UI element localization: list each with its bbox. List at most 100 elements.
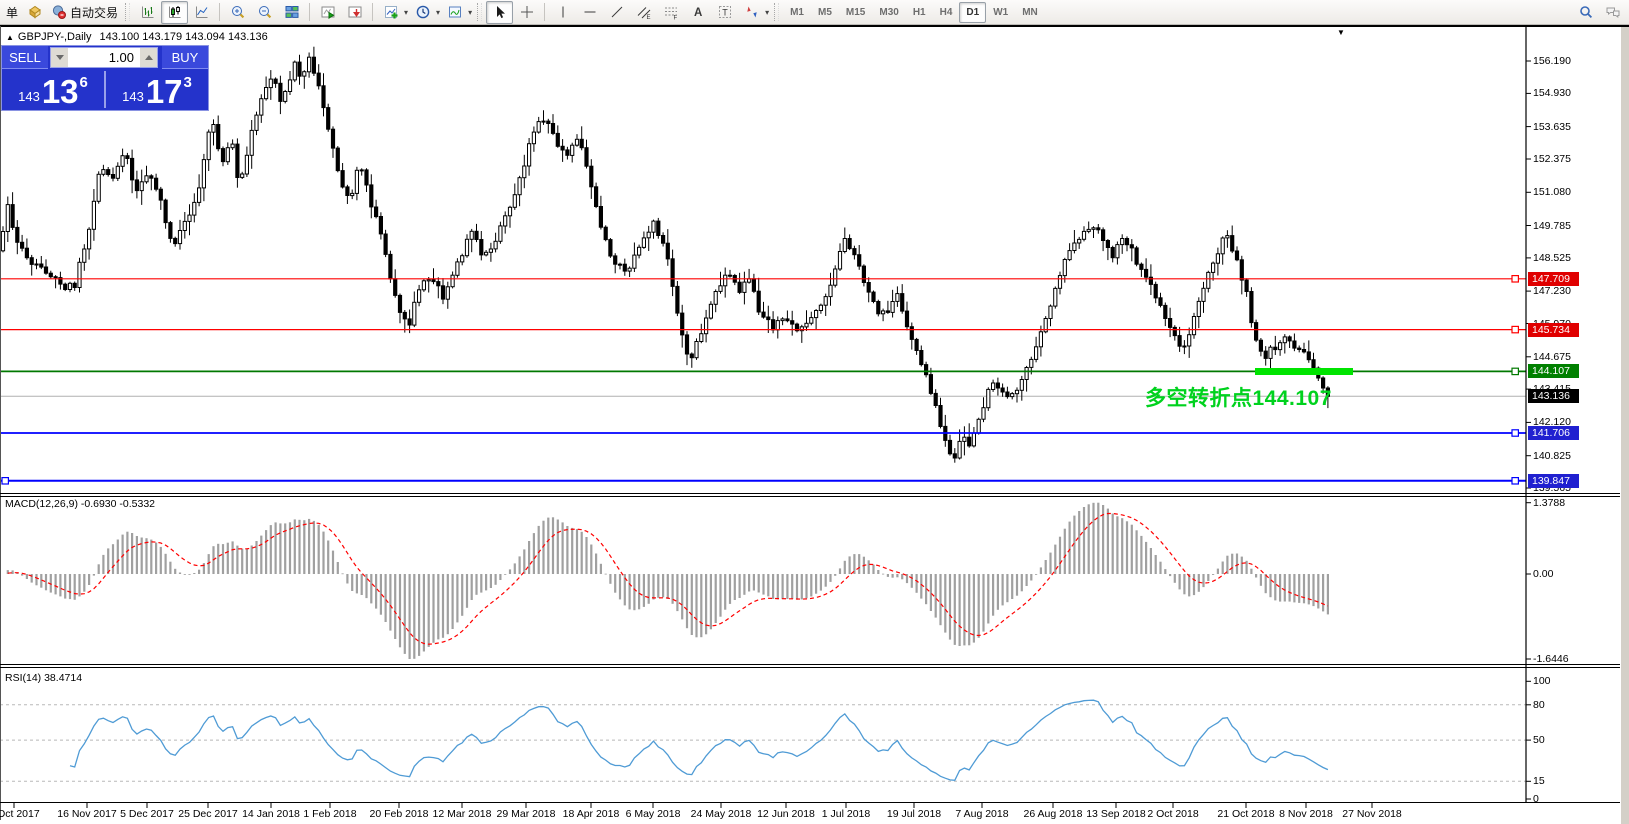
date-tick-label: 6 May 2018 [625,808,681,820]
date-tick-label: 16 Nov 2017 [57,808,117,820]
volume-decrease-button[interactable] [51,48,68,67]
toolbar-grip [477,3,483,21]
volume-increase-button[interactable] [140,48,157,67]
fibonacci-button[interactable]: F [657,1,684,24]
texta-icon: A [694,7,702,19]
chat-icon [1606,7,1619,18]
timeframe-h1[interactable]: H1 [912,6,926,18]
timeframe-m5[interactable]: M5 [818,6,832,18]
crosshair-button[interactable] [513,1,540,24]
panel-separator-macd[interactable] [0,493,1620,497]
chart-canvas[interactable] [0,25,1629,824]
triangle-up-icon [144,55,153,60]
date-tick-label: 20 Feb 2018 [369,808,429,820]
autotrading-button[interactable]: 自动交易 [48,2,121,23]
cursor-icon [496,6,505,19]
indicators-button-group: ▾ [377,1,409,24]
timeframe-m15[interactable]: M15 [845,6,866,18]
date-tick-label: 19 Jul 2018 [886,808,942,820]
toolbar-separator [544,3,546,21]
date-tick-label: 2 Oct 2018 [1147,808,1199,820]
price-line-badge: 139.847 [1528,473,1579,488]
community-button[interactable] [1599,1,1626,24]
horizontal-line-button[interactable] [576,1,603,24]
text-button[interactable]: A [684,1,711,24]
arrows-button[interactable] [738,1,765,24]
volume-input[interactable]: 1.00 [68,48,140,67]
macd-tick-label: -1.6446 [1533,653,1569,666]
price-axis[interactable]: 156.190 154.930 153.635 152.375 151.080 149.7… [1527,25,1621,824]
timeframe-h4[interactable]: H4 [939,6,953,18]
vline-icon [562,6,564,18]
toolbar-right-group [1572,1,1626,24]
channel-icon: E [637,7,650,20]
chart-window[interactable]: ▲ GBPJPY-,Daily 143.100 143.179 143.094 14… [0,25,1629,824]
cursor-button[interactable] [486,0,514,24]
timeframe-m30[interactable]: M30 [879,6,899,18]
tile-windows-button[interactable] [278,1,305,24]
price-tick-label: 149.785 [1533,219,1571,232]
svg-text:F: F [673,16,677,21]
buy-price-big: 17 [145,73,183,110]
date-tick-label: 26 Aug 2018 [1023,808,1083,820]
zoom-in-button[interactable] [224,1,251,24]
periods-button[interactable] [409,1,436,24]
buy-button[interactable]: BUY [162,46,208,69]
autotrading-button-label: 自动交易 [70,5,119,20]
timeframe-w1[interactable]: W1 [993,6,1009,18]
crosshair-icon [520,6,533,18]
date-tick-label: 12 Jun 2018 [757,808,815,820]
macd-tick-label: 1.3788 [1533,496,1566,509]
chartshift-icon [348,6,362,18]
search-button[interactable] [1572,1,1599,24]
chart-shift-marker[interactable]: ▼ [1337,28,1345,37]
metaeditor-icon [28,5,41,19]
date-tick-label: 7 Aug 2018 [955,808,1009,820]
chart-annotation-text[interactable]: 多空转折点144.107 [1145,387,1332,410]
date-tick-label: 8 Nov 2018 [1279,808,1333,820]
line-chart-button[interactable] [188,1,215,24]
price-tick-label: 148.525 [1533,251,1571,264]
hline-141.706[interactable] [0,429,1526,437]
linechart-icon [195,6,208,18]
sell-button[interactable]: SELL [2,46,48,69]
trendline-button[interactable] [603,1,630,24]
panel-separator-rsi[interactable] [0,664,1620,668]
price-tick-label: 153.635 [1533,120,1571,133]
zoom-out-button[interactable] [251,1,278,24]
hline-139.847[interactable] [0,477,1526,485]
toolbar-separator [219,3,221,21]
price-tick-label: 151.080 [1533,186,1571,199]
equidistant-channel-button[interactable]: E [630,1,657,24]
templates-button[interactable] [441,1,468,24]
indicators-button[interactable] [377,1,404,24]
text-label-button[interactable]: T [711,1,738,24]
timeframe-m1[interactable]: M1 [790,6,804,18]
date-tick-label: 21 Oct 2018 [1217,808,1275,820]
vertical-line-button[interactable] [549,1,576,24]
hline-145.734[interactable] [0,325,1526,334]
auto-scroll-button[interactable] [314,1,341,24]
price-tick-label: 140.825 [1533,449,1571,462]
date-tick-label: 12 Mar 2018 [432,808,492,820]
bar-chart-button[interactable] [134,1,161,24]
hline-icon [584,11,596,13]
metaeditor-button[interactable] [21,1,48,24]
chevron-down-icon: ▾ [404,7,409,17]
buy-price-prefix: 143 [122,89,144,104]
timeframe-mn[interactable]: MN [1022,6,1038,18]
price-tick-label: 154.930 [1533,87,1571,100]
panel-collapse-icon[interactable]: ▲ [6,33,14,42]
new-order-button[interactable]: 单 [6,5,19,20]
buy-price[interactable]: 143 17 3 [106,69,208,110]
sell-price[interactable]: 143 13 6 [2,69,104,110]
turning-point-highlight[interactable] [1255,368,1353,375]
candlestick-chart-button[interactable] [161,0,189,24]
price-tick-label: 144.675 [1533,350,1571,363]
hline-147.709[interactable] [0,275,1526,283]
timeframe-d1[interactable]: D1 [959,1,987,23]
chevron-down-icon: ▾ [468,7,473,17]
chart-shift-button[interactable] [341,1,368,24]
